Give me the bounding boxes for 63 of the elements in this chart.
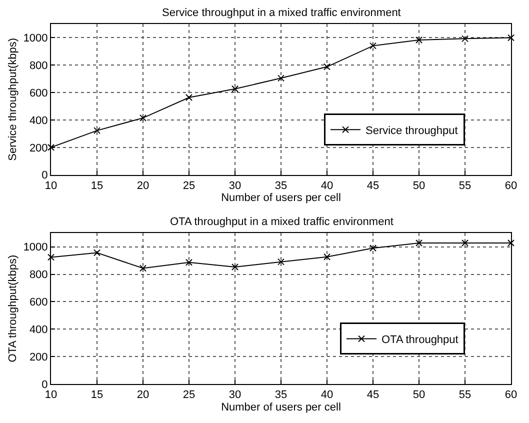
x-tick-label: 55 <box>458 180 472 192</box>
point <box>94 249 100 256</box>
x-tick-label: 20 <box>136 180 150 192</box>
x-tick-label: 10 <box>44 389 58 402</box>
y-axis-title: Service throughput(kbps) <box>6 38 19 161</box>
point <box>324 253 330 260</box>
y-tick-label: 0 <box>42 170 48 182</box>
x-axis-title: Number of users per cell <box>221 192 341 204</box>
point <box>370 244 376 252</box>
point <box>370 42 376 50</box>
y-tick-label: 200 <box>29 142 48 154</box>
point <box>140 114 146 122</box>
x-tick-label: 55 <box>458 389 472 402</box>
point <box>462 35 468 42</box>
x-tick-label: 40 <box>320 180 334 192</box>
point <box>416 240 422 247</box>
x-tick-label: 50 <box>412 180 426 192</box>
y-tick-label: 600 <box>29 296 48 309</box>
chart-title: OTA throughput in a mixed traffic environment <box>170 216 394 228</box>
y-axis-title: OTA throughput(kbps) <box>6 254 19 362</box>
x-tick-label: 30 <box>228 389 242 402</box>
x-tick-label: 25 <box>182 180 196 192</box>
point <box>94 127 100 134</box>
y-tick-label: 600 <box>29 87 48 100</box>
point <box>232 264 238 271</box>
y-tick-label: 1000 <box>23 32 48 45</box>
x-tick-label: 15 <box>90 180 104 192</box>
legend-label: Service throughput <box>366 124 458 137</box>
point <box>324 63 330 70</box>
point <box>140 264 146 272</box>
x-tick-label: 40 <box>320 389 334 402</box>
point <box>508 240 514 247</box>
x-tick-label: 25 <box>182 389 196 402</box>
y-tick-label: 800 <box>29 60 48 72</box>
x-tick-label: 50 <box>412 389 426 402</box>
point <box>462 240 468 247</box>
x-tick-label: 20 <box>136 389 150 402</box>
x-tick-label: 10 <box>44 180 58 192</box>
chart-title: Service throughput in a mixed traffic environment <box>162 7 401 19</box>
x-tick-label: 45 <box>366 180 380 192</box>
x-tick-label: 35 <box>274 180 288 192</box>
point <box>416 36 422 44</box>
y-tick-label: 400 <box>29 324 48 336</box>
x-tick-label: 35 <box>274 389 288 402</box>
y-tick-label: 400 <box>29 114 48 127</box>
x-tick-label: 60 <box>504 389 518 402</box>
legend-label: OTA throughput <box>382 334 458 346</box>
y-tick-label: 800 <box>29 269 48 282</box>
x-axis-title: Number of users per cell <box>221 401 341 414</box>
point <box>48 254 54 261</box>
y-tick-label: 200 <box>29 351 48 364</box>
point <box>186 94 192 101</box>
point <box>508 34 514 42</box>
y-tick-label: 1000 <box>23 242 48 254</box>
x-tick-label: 30 <box>228 180 242 192</box>
point <box>232 85 238 92</box>
point <box>278 74 284 82</box>
x-tick-label: 15 <box>90 389 104 402</box>
point <box>278 258 284 266</box>
x-tick-label: 60 <box>504 180 518 192</box>
x-tick-label: 45 <box>366 389 380 402</box>
y-tick-label: 0 <box>42 378 48 391</box>
point <box>186 258 192 266</box>
